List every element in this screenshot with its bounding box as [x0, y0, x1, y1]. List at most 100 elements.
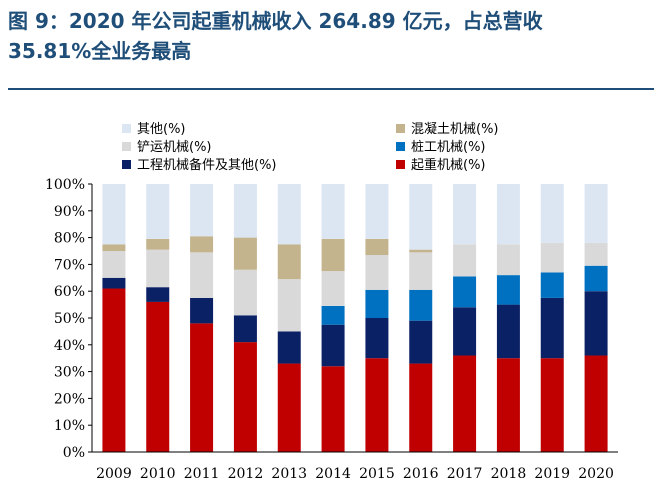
bar-segment [453, 307, 477, 356]
x-tick-label: 2017 [447, 466, 483, 482]
y-tick-label: 10% [54, 418, 85, 434]
bar-segment [453, 244, 477, 277]
y-tick-label: 40% [54, 338, 85, 354]
bar-segment [146, 238, 170, 250]
bar-segment [321, 238, 345, 272]
bar-segment [321, 184, 345, 239]
bar-segment [190, 252, 214, 298]
y-tick-label: 20% [54, 391, 85, 407]
bar-segment [146, 249, 170, 288]
bar-segment [540, 297, 564, 359]
bar-segment [409, 252, 433, 290]
bar-segment [321, 324, 345, 367]
bar-segment [321, 305, 345, 325]
y-tick-label: 50% [54, 311, 85, 327]
bar-segment [453, 184, 477, 245]
bar-segment [190, 323, 214, 452]
bar-segment [102, 277, 126, 289]
bars [102, 184, 608, 452]
legend-swatch [122, 160, 131, 169]
y-tick-label: 0% [63, 445, 85, 461]
x-tick-label: 2010 [140, 466, 176, 482]
legend-label: 混凝土机械(%) [411, 121, 499, 137]
bar-segment [584, 184, 608, 243]
bar-segment [233, 315, 257, 343]
bar-segment [496, 358, 520, 452]
bar-segment [409, 184, 433, 250]
y-tick-label: 70% [54, 257, 85, 273]
x-tick-label: 2020 [578, 466, 614, 482]
bar-segment [146, 184, 170, 239]
bar-segment [321, 271, 345, 306]
bar-segment [453, 355, 477, 452]
x-tick-label: 2014 [315, 466, 351, 482]
bar-segment [190, 297, 214, 324]
bar-segment [321, 366, 345, 452]
x-tick-label: 2015 [359, 466, 395, 482]
bar-segment [365, 358, 389, 452]
x-tick-label: 2012 [228, 466, 264, 482]
legend-swatch [122, 142, 131, 151]
bar-segment [277, 363, 301, 452]
legend: 其他(%) 混凝土机械(%) 铲运机械(%) 桩工机械(%) 工程机械备件及其他(%) 起… [122, 121, 499, 173]
bar-segment [146, 301, 170, 452]
bar-segment [453, 276, 477, 308]
x-tick-label: 2013 [271, 466, 307, 482]
x-tick-label: 2018 [491, 466, 527, 482]
x-tick-label: 2011 [184, 466, 220, 482]
x-tick-label: 2016 [403, 466, 439, 482]
y-tick-label: 30% [54, 365, 85, 381]
bar-segment [365, 255, 389, 290]
bar-segment [277, 184, 301, 245]
legend-swatch [396, 124, 405, 133]
y-tick-label: 60% [54, 284, 85, 300]
bar-segment [584, 291, 608, 356]
bar-segment [233, 342, 257, 452]
bar-segment [496, 244, 520, 276]
legend-swatch [396, 160, 405, 169]
bar-segment [233, 184, 257, 238]
title-line-1: 图 9：2020 年公司起重机械收入 264.89 亿元，占总营收 [8, 9, 543, 33]
bar-segment [146, 287, 170, 302]
bar-segment [409, 289, 433, 321]
legend-swatch [396, 142, 405, 151]
bar-segment [190, 184, 214, 237]
x-axis: 2009 2010 2011 2012 2013 2014 2015 2016 2017 2018… [92, 451, 618, 482]
legend-swatch [122, 124, 131, 133]
bar-segment [409, 249, 433, 253]
legend-label: 铲运机械(%) [137, 140, 212, 155]
x-tick-label: 2019 [534, 466, 570, 482]
bar-segment [102, 251, 126, 278]
bar-segment [496, 304, 520, 359]
title-divider [8, 88, 654, 90]
bar-segment [365, 289, 389, 318]
bar-segment [233, 237, 257, 270]
bar-segment [540, 358, 564, 452]
y-tick-label: 100% [45, 177, 85, 193]
bar-segment [102, 288, 126, 452]
bar-segment [365, 238, 389, 256]
title-line-2: 35.81%全业务最高 [8, 39, 192, 63]
bar-segment [496, 184, 520, 245]
bar-segment [496, 275, 520, 305]
bar-segment [233, 269, 257, 316]
bar-segment [365, 318, 389, 359]
bar-segment [584, 242, 608, 266]
y-axis: 0% 10% 20% 30% 40% 50% 60% 70% 80% 90% 100% [45, 177, 93, 461]
bar-segment [540, 242, 564, 273]
bar-segment [102, 184, 126, 245]
legend-label: 桩工机械(%) [411, 140, 486, 155]
y-tick-label: 90% [54, 204, 85, 220]
legend-label: 其他(%) [137, 122, 186, 137]
bar-segment [409, 363, 433, 452]
bar-segment [584, 355, 608, 452]
bar-segment [365, 184, 389, 239]
bar-segment [540, 272, 564, 298]
bar-segment [277, 279, 301, 332]
legend-label: 起重机械(%) [411, 157, 486, 173]
bar-segment [277, 331, 301, 364]
x-tick-label: 2009 [96, 466, 132, 482]
chart-title: 图 9：2020 年公司起重机械收入 264.89 亿元，占总营收 35.81%… [8, 6, 648, 66]
bar-segment [102, 244, 126, 251]
